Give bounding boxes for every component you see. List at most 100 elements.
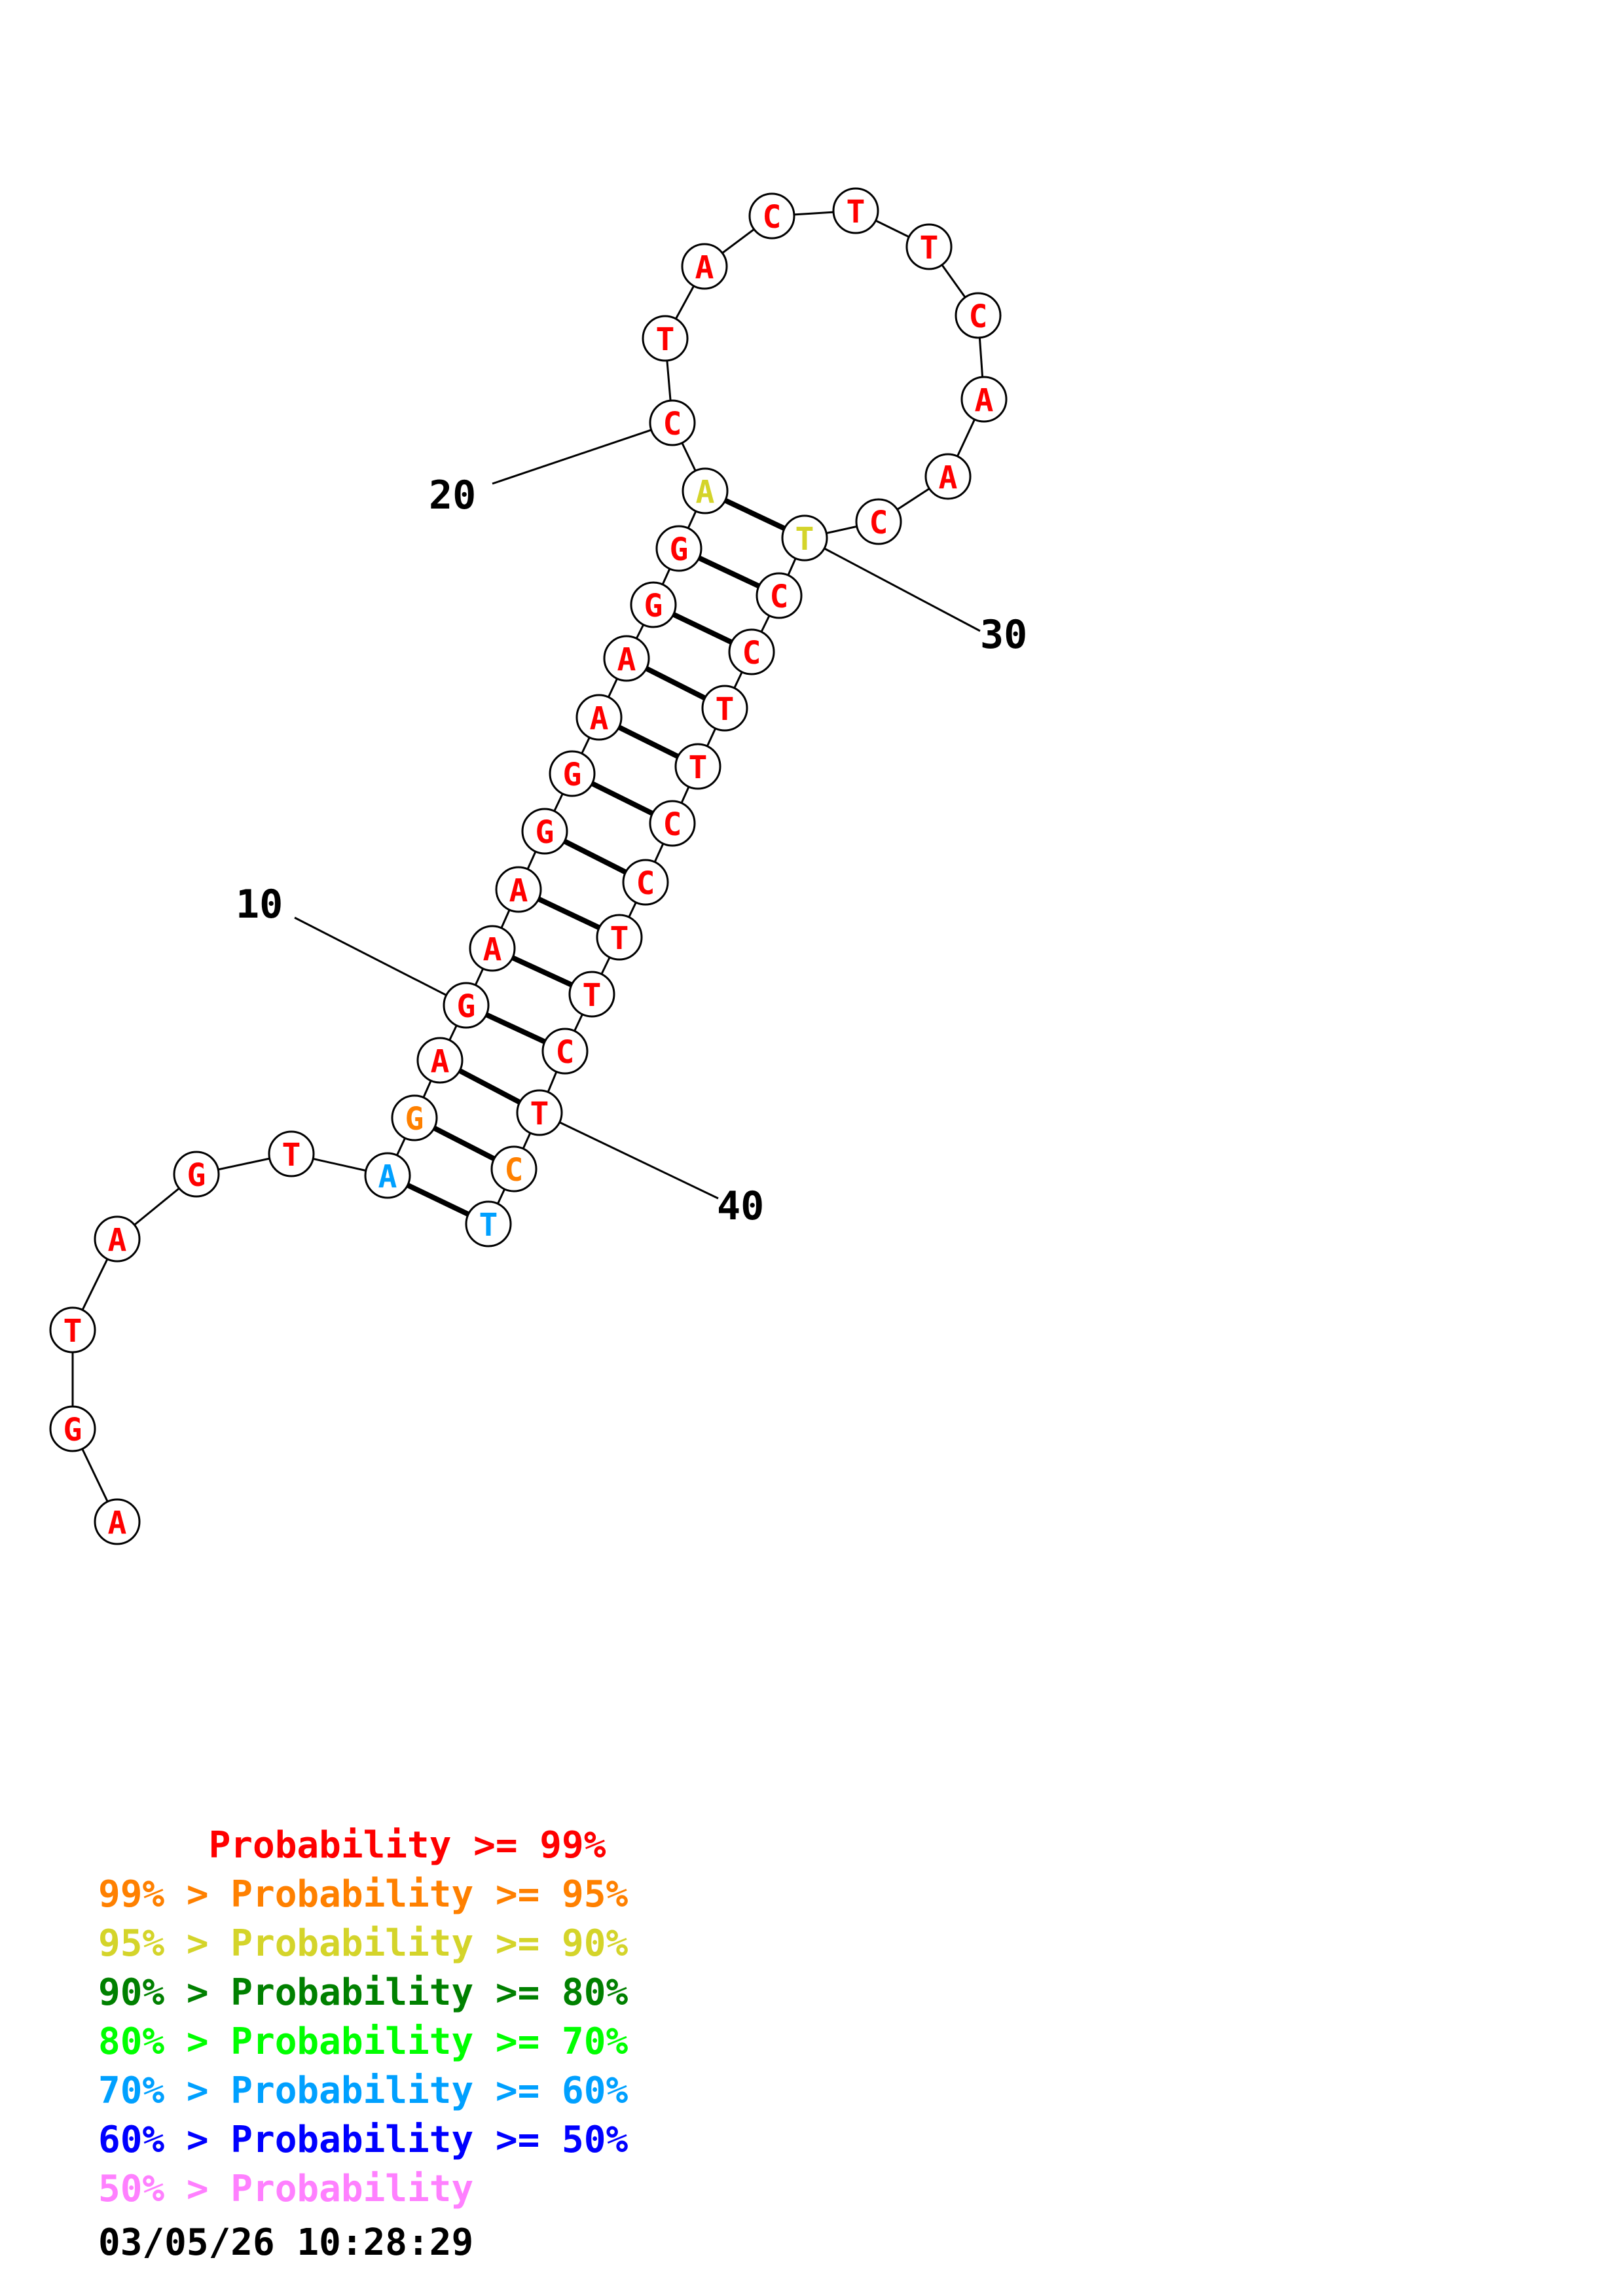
nucleotide-letter: A — [431, 1043, 450, 1080]
legend-entry: 80% > Probability >= 70% — [98, 2020, 628, 2063]
nucleotide: T — [516, 1089, 563, 1136]
nucleotide-circle — [541, 1028, 589, 1075]
nucleotide-circle — [568, 971, 615, 1018]
nucleotide-circle — [701, 685, 748, 732]
nucleotide-circle — [622, 859, 669, 906]
position-tick-label: 30 — [980, 612, 1027, 658]
nucleotide-circle — [596, 914, 643, 961]
nucleotide: C — [955, 292, 1002, 339]
nucleotide-circle — [630, 581, 677, 628]
nucleotide-circle — [781, 514, 828, 562]
nucleotide-letter: T — [920, 230, 939, 266]
timestamp: 03/05/26 10:28:29 — [98, 2221, 473, 2264]
nucleotide: T — [642, 315, 689, 362]
nucleotide: G — [443, 982, 490, 1029]
nucleotide: G — [49, 1405, 96, 1452]
nucleotide-circle — [682, 467, 729, 514]
nucleotide: T — [465, 1200, 512, 1247]
nucleotide: A — [495, 866, 542, 913]
nucleotide-circle — [649, 800, 696, 847]
nucleotide-letter: C — [505, 1152, 524, 1189]
backbone-layer — [71, 209, 985, 1522]
nucleotide-circle — [955, 292, 1002, 339]
nucleotide-letter: G — [563, 757, 582, 793]
nucleotide: A — [94, 1215, 141, 1263]
nucleotide-letter: A — [108, 1222, 127, 1259]
nucleotide: C — [649, 399, 696, 446]
position-tick-line — [294, 916, 467, 1007]
nucleotide-letter: C — [663, 806, 682, 843]
legend-entry: 99% > Probability >= 95% — [98, 1873, 628, 1916]
nucleotide-letter: A — [939, 459, 958, 496]
nucleotide: A — [575, 694, 623, 741]
nucleotide-circle — [905, 223, 953, 270]
nucleotide: A — [682, 467, 729, 514]
probability-legend: Probability >= 99% 99% > Probability >= 9… — [98, 1824, 628, 2210]
nucleotide-circle — [655, 525, 702, 572]
legend-entry: 70% > Probability >= 60% — [98, 2070, 628, 2112]
nucleotide: G — [630, 581, 677, 628]
nucleotide: A — [416, 1037, 464, 1084]
nucleotide-circle — [603, 635, 650, 682]
nucleotide-circle — [832, 187, 879, 234]
nucleotide-letter: A — [509, 872, 528, 909]
nucleotide-letter: A — [617, 641, 636, 678]
nucleotide: T — [905, 223, 953, 270]
nucleotide: T — [674, 743, 721, 790]
position-tick-label: 40 — [717, 1183, 764, 1229]
nucleotide: G — [391, 1094, 438, 1141]
nucleotide-letter: C — [770, 579, 789, 615]
nucleotide-letter: C — [969, 298, 988, 335]
nucleotide: C — [649, 800, 696, 847]
nucleotide: T — [596, 914, 643, 961]
nucleotide-circle — [49, 1405, 96, 1452]
nucleotide: G — [521, 808, 568, 855]
nucleotide-letter: T — [656, 321, 675, 358]
legend-entry: Probability >= 99% — [98, 1824, 606, 1867]
nucleotide: T — [701, 685, 748, 732]
nucleotide-letter: T — [716, 691, 735, 728]
base-pair-layer — [386, 488, 806, 1227]
nucleotide-circle — [516, 1089, 563, 1136]
nucleotide-circle — [960, 376, 1008, 423]
nucleotide-letter: A — [378, 1158, 397, 1195]
nucleotide: T — [832, 187, 879, 234]
nucleotide-circle — [416, 1037, 464, 1084]
nucleotide: G — [655, 525, 702, 572]
nucleotide-circle — [391, 1094, 438, 1141]
nucleotide: A — [924, 453, 972, 500]
nucleotide-circle — [681, 243, 728, 290]
nucleotide-circle — [495, 866, 542, 913]
nucleotide-letter: A — [695, 249, 714, 286]
nucleotide-letter: T — [583, 977, 602, 1014]
nucleotide-letter: A — [483, 931, 502, 968]
position-tick-label: 10 — [236, 882, 283, 927]
nucleotide-letter: C — [869, 505, 888, 541]
nucleotide: A — [364, 1152, 411, 1199]
nucleotide: T — [781, 514, 828, 562]
nucleotide-letter: T — [530, 1096, 549, 1132]
nucleotide: A — [960, 376, 1008, 423]
nucleotide: A — [603, 635, 650, 682]
nucleotide-circle — [924, 453, 972, 500]
nucleotide-letter: A — [975, 382, 994, 419]
nucleotide-circle — [756, 572, 803, 619]
position-tick-line — [804, 537, 981, 632]
nucleotide-letter: C — [763, 199, 782, 236]
nucleotide-letter: T — [282, 1137, 301, 1174]
nucleotide-circle — [173, 1151, 220, 1198]
nucleotide: A — [94, 1498, 141, 1545]
nucleotide-letter: A — [108, 1505, 127, 1541]
nucleotide-circle — [748, 192, 795, 240]
nucleotide-circle — [728, 628, 775, 675]
nucleotide-letter: A — [696, 474, 715, 511]
nucleotide-letter: T — [847, 194, 866, 230]
position-tick-layer: 10 20 30 40 — [236, 422, 1027, 1229]
nucleotide: T — [268, 1130, 315, 1177]
nucleotide-circle — [268, 1130, 315, 1177]
nucleotide: G — [549, 750, 596, 797]
nucleotide-circle — [855, 498, 902, 545]
nucleotide-circle — [94, 1498, 141, 1545]
